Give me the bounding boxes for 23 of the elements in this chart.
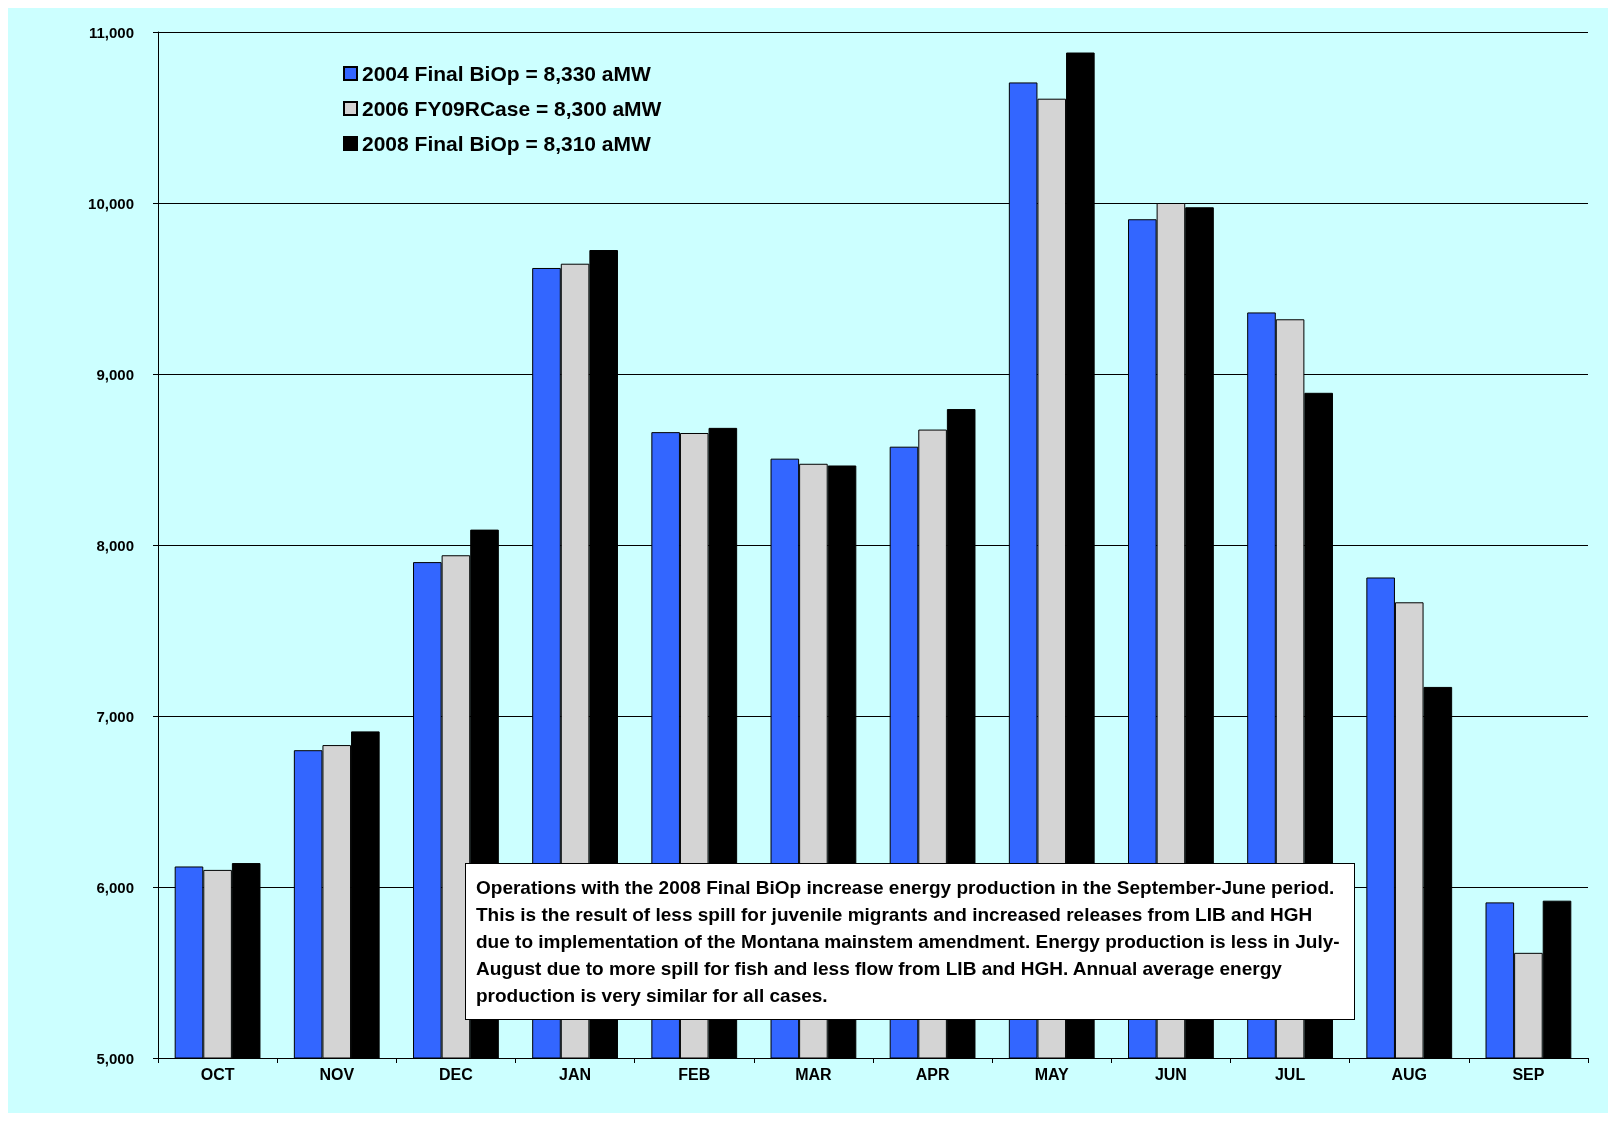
y-tick-label: 10,000 bbox=[88, 194, 134, 212]
y-tick-label: 9,000 bbox=[96, 365, 134, 383]
x-tick-label: NOV bbox=[319, 1065, 355, 1083]
x-tick-label: SEP bbox=[1512, 1065, 1545, 1083]
x-tick-label: APR bbox=[915, 1065, 950, 1083]
y-tick-label: 8,000 bbox=[96, 536, 134, 554]
x-tick-label: JUL bbox=[1274, 1065, 1306, 1083]
legend-label: 2004 Final BiOp = 8,330 aMW bbox=[362, 62, 652, 85]
x-tick-label: JAN bbox=[559, 1065, 592, 1083]
y-tick-label: 6,000 bbox=[96, 878, 134, 896]
y-tick-label: 7,000 bbox=[96, 707, 134, 725]
y-tick-label: 5,000 bbox=[96, 1049, 134, 1067]
x-tick-label: JUN bbox=[1154, 1065, 1187, 1083]
x-tick-label: AUG bbox=[1391, 1065, 1428, 1083]
legend-label: 2006 FY09RCase = 8,300 aMW bbox=[362, 97, 662, 120]
x-tick-label: MAY bbox=[1034, 1065, 1070, 1083]
y-tick-label: 11,000 bbox=[88, 23, 134, 41]
x-tick-label: FEB bbox=[678, 1065, 711, 1083]
legend-label: 2008 Final BiOp = 8,310 aMW bbox=[362, 132, 652, 155]
x-tick-label: DEC bbox=[439, 1065, 474, 1083]
annotation: Operations with the 2008 Final BiOp increase energy production in the September-June period. This is the result of less spill for juvenile migrants and increased releases from LIB and HGH due to implementation of the Montana mainstem amendment. Energy production is less in July-August due to more spill for fish and less flow from LIB and HGH. Annual average energy production is very similar for all cases. bbox=[465, 863, 1355, 1020]
x-tick-label: MAR bbox=[795, 1065, 833, 1083]
x-tick-label: OCT bbox=[200, 1065, 235, 1083]
